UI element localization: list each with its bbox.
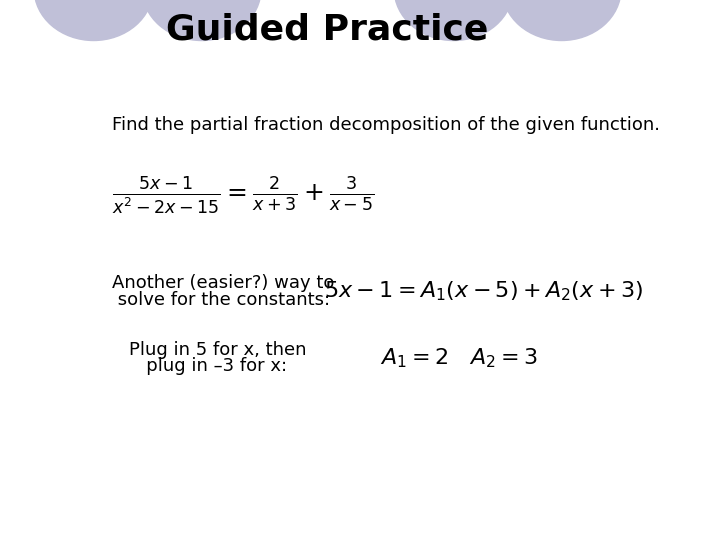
Text: Another (easier?) way to: Another (easier?) way to — [112, 274, 335, 292]
Text: $\frac{5x-1}{x^2-2x-15} = \frac{2}{x+3}+\frac{3}{x-5}$: $\frac{5x-1}{x^2-2x-15} = \frac{2}{x+3}+… — [112, 176, 374, 216]
Text: $5x-1 = A_1\left(x-5\right)+A_2\left(x+3\right)$: $5x-1 = A_1\left(x-5\right)+A_2\left(x+3… — [324, 280, 643, 303]
Text: $A_1 = 2 \quad A_2 = 3$: $A_1 = 2 \quad A_2 = 3$ — [380, 346, 538, 370]
Text: Find the partial fraction decomposition of the given function.: Find the partial fraction decomposition … — [112, 116, 660, 134]
Text: plug in –3 for x:: plug in –3 for x: — [129, 357, 287, 375]
Text: solve for the constants:: solve for the constants: — [112, 291, 330, 309]
Text: Plug in 5 for x, then: Plug in 5 for x, then — [129, 341, 307, 359]
Text: Guided Practice: Guided Practice — [166, 13, 489, 46]
